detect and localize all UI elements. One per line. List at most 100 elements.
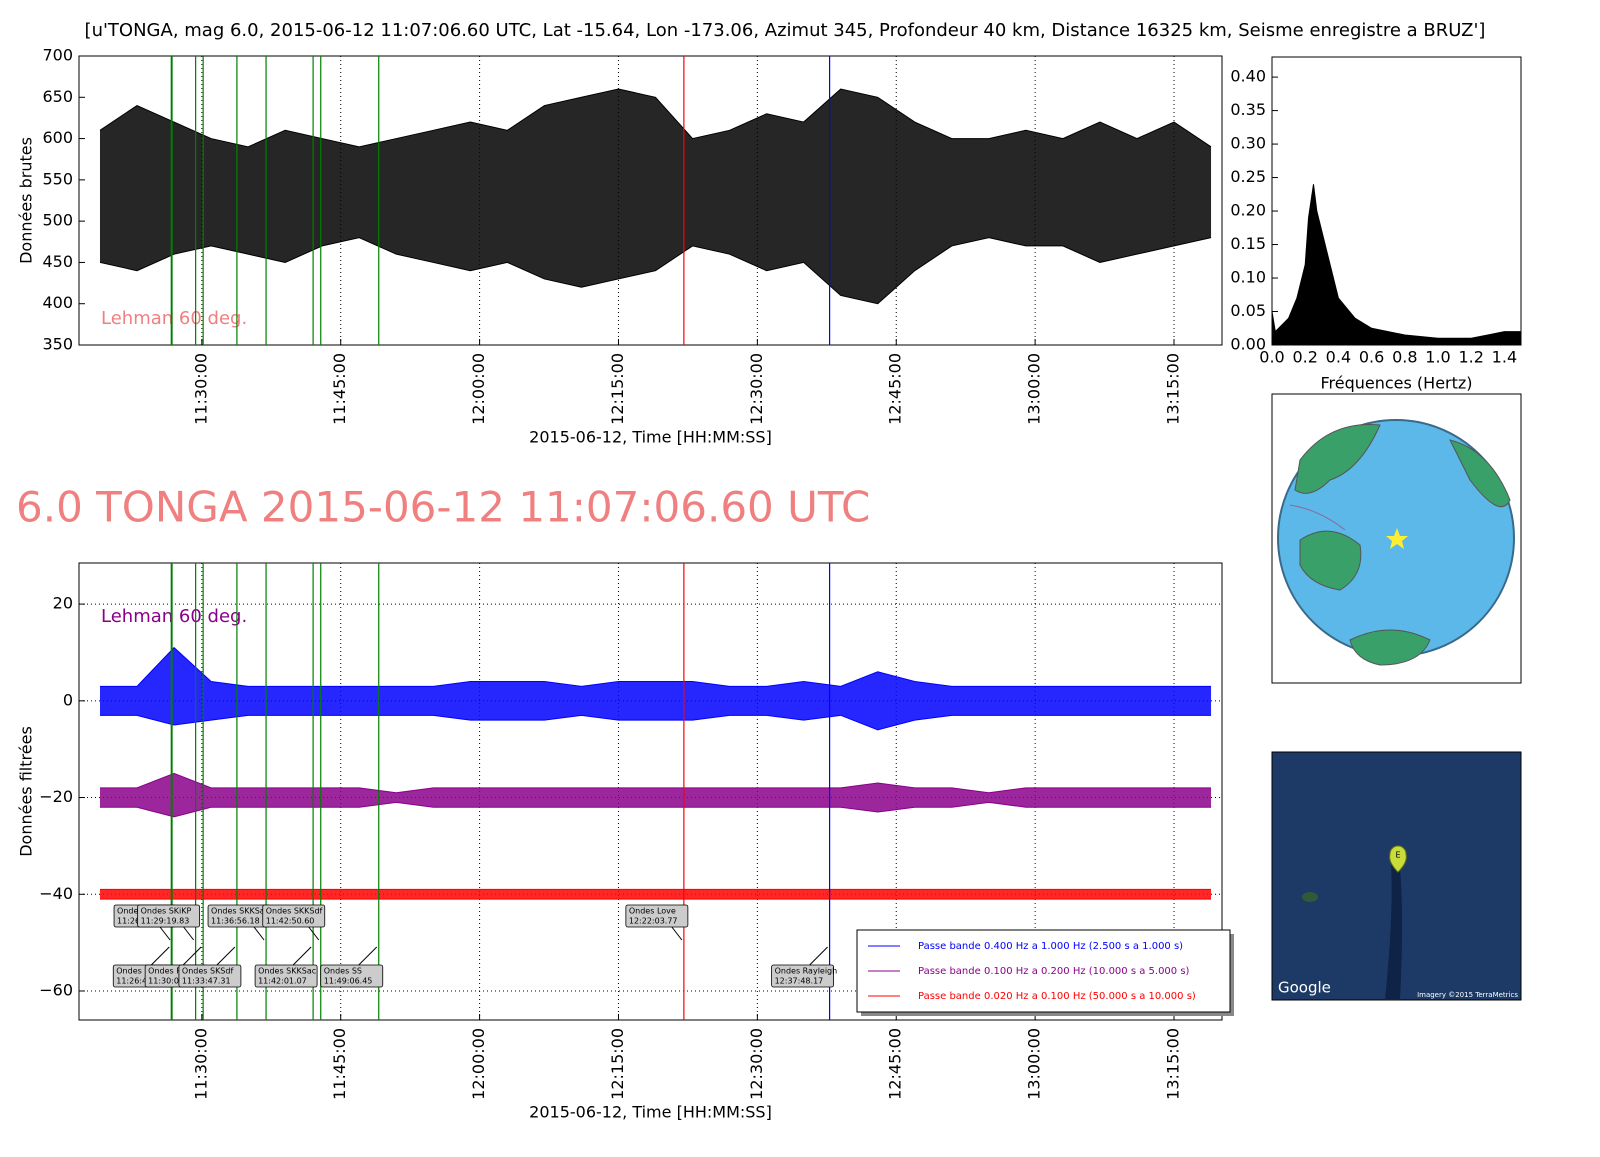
- phase-arrow: [358, 946, 378, 966]
- plot-area: [1272, 184, 1521, 345]
- map-logo: Google: [1278, 979, 1331, 997]
- phase-label-time: 11:30:08.55: [148, 977, 197, 986]
- band-lower: [99, 801, 1212, 818]
- island: [1302, 892, 1318, 902]
- plot-area: [99, 88, 1212, 305]
- chart: 11:30:00 11:45:00 12:00:00 12:15:00 12:30:00…: [17, 46, 1223, 447]
- globe: [1271, 393, 1522, 684]
- x-tick-label: 11:30:00: [191, 1028, 210, 1100]
- axes-frame: [1271, 56, 1522, 346]
- phase-arrow: [150, 946, 170, 966]
- band-lower: [99, 237, 1212, 305]
- phase-label-box: [625, 904, 689, 928]
- legend: Passe bande 0.400 Hz a 1.000 Hz (2.500 s…: [856, 929, 1234, 1016]
- phase-arrow: [671, 926, 683, 941]
- land: [1299, 530, 1362, 591]
- y-tick-label: 500: [42, 211, 73, 230]
- chart: 11:30:00 11:45:00 12:00:00 12:15:00 12:30:00…: [17, 562, 1223, 1122]
- phase-arrow: [216, 946, 236, 966]
- x-tick-label: 0.8: [1392, 348, 1417, 367]
- x-axis-label: 2015-06-12, Time [HH:MM:SS]: [529, 428, 772, 447]
- x-tick-label: 12:00:00: [469, 1028, 488, 1100]
- y-tick-label: 0.10: [1230, 268, 1266, 287]
- x-tick-label: 12:00:00: [469, 353, 488, 425]
- y-tick-label: 350: [42, 335, 73, 354]
- land: [1449, 439, 1511, 508]
- phase-label-time: 11:36:56.18: [211, 917, 260, 926]
- y-tick-label: 550: [42, 169, 73, 188]
- y-tick-label: 700: [42, 46, 73, 65]
- x-tick-label: 0.0: [1259, 348, 1284, 367]
- x-tick-label: 1.0: [1425, 348, 1450, 367]
- legend-label: Passe bande 0.100 Hz a 0.200 Hz (10.000 …: [918, 966, 1190, 977]
- phase-label-box: [262, 904, 326, 928]
- y-tick-label: 0.00: [1230, 335, 1266, 354]
- y-tick-label: 600: [42, 128, 73, 147]
- band-lower: [99, 714, 1212, 731]
- y-axis-label: Données filtrées: [17, 726, 36, 857]
- phase-label-time: 11:29:19.83: [141, 917, 190, 926]
- phase-label-name: Ondes SKSdf: [182, 967, 234, 976]
- phase-arrow: [182, 946, 202, 966]
- y-tick-label: 0.15: [1230, 234, 1266, 253]
- x-tick-label: 1.4: [1492, 348, 1517, 367]
- phase-label-name: Ondes SKKSac: [258, 967, 316, 976]
- x-tick-label: 12:15:00: [608, 1028, 627, 1100]
- phase-arrow: [809, 946, 828, 966]
- phase-label-box: [137, 904, 201, 928]
- y-tick-label: 0.25: [1230, 167, 1266, 186]
- phase-label-name: Ondes SKKSdf: [266, 907, 323, 916]
- spectrum: [1272, 184, 1521, 345]
- figure-title: [u'TONGA, mag 6.0, 2015-06-12 11:07:06.6…: [85, 20, 1486, 41]
- x-tick-label: 12:45:00: [886, 1028, 905, 1100]
- x-tick-label: 12:30:00: [747, 353, 766, 425]
- phase-arrow: [253, 926, 265, 941]
- phase-label-name: Ondes PKPdf: [116, 967, 167, 976]
- phase-label-time: 11:49:06.45: [324, 977, 373, 986]
- phase-label-time: 11:42:01.07: [258, 977, 307, 986]
- annotation: Lehman 60 deg.: [101, 606, 247, 627]
- map-marker: [1389, 845, 1407, 873]
- phase-label-time: 11:33:47.31: [182, 977, 231, 986]
- phase-label-name: Ondes PP: [148, 967, 186, 976]
- x-tick-label: 11:45:00: [330, 353, 349, 425]
- y-tick-label: 0.40: [1230, 67, 1266, 86]
- phase-label-name: Ondes SKKSac: [211, 907, 269, 916]
- y-tick-label: −60: [39, 980, 73, 999]
- phase-arrow: [159, 926, 171, 941]
- land: [1294, 423, 1381, 494]
- phase-arrow: [308, 926, 320, 941]
- x-tick-label: 12:15:00: [608, 353, 627, 425]
- headline: 6.0 TONGA 2015-06-12 11:07:06.60 UTC: [16, 483, 870, 532]
- x-tick-label: 13:15:00: [1164, 353, 1183, 425]
- land: [1349, 629, 1431, 666]
- phase-arrow: [292, 946, 312, 966]
- y-tick-label: 0.05: [1230, 301, 1266, 320]
- phase-label-time: 12:37:48.17: [775, 977, 824, 986]
- legend-label: Passe bande 0.400 Hz a 1.000 Hz (2.500 s…: [918, 941, 1183, 952]
- phase-arrow: [183, 926, 195, 941]
- x-axis-label: 2015-06-12, Time [HH:MM:SS]: [529, 1103, 772, 1122]
- map: E Google Imagery ©2015 TerraMetrics: [1271, 751, 1522, 1001]
- map-credit: Imagery ©2015 TerraMetrics: [1417, 991, 1518, 999]
- x-tick-label: 13:00:00: [1025, 353, 1044, 425]
- y-tick-label: 450: [42, 252, 73, 271]
- x-tick-label: 0.6: [1359, 348, 1384, 367]
- legend-box: [856, 929, 1231, 1013]
- phase-label-name: Ondes Love: [629, 907, 676, 916]
- band-fill: [99, 889, 1212, 900]
- legend-label: Passe bande 0.020 Hz a 0.100 Hz (50.000 …: [918, 991, 1196, 1002]
- y-tick-label: 0.20: [1230, 201, 1266, 220]
- phase-label-box: [320, 964, 384, 988]
- phase-label-time: 11:26:41.89: [116, 977, 165, 986]
- band-fill: [99, 647, 1212, 730]
- phase-label-name: Ondes SS: [324, 967, 362, 976]
- phase-label-time: 11:42:50.60: [266, 917, 315, 926]
- y-axis-label: Données brutes: [17, 137, 36, 264]
- y-tick-label: −20: [39, 787, 73, 806]
- x-tick-label: 12:45:00: [886, 353, 905, 425]
- phase-label-box: [178, 964, 242, 988]
- x-tick-label: 11:30:00: [191, 353, 210, 425]
- band-fill: [99, 773, 1212, 817]
